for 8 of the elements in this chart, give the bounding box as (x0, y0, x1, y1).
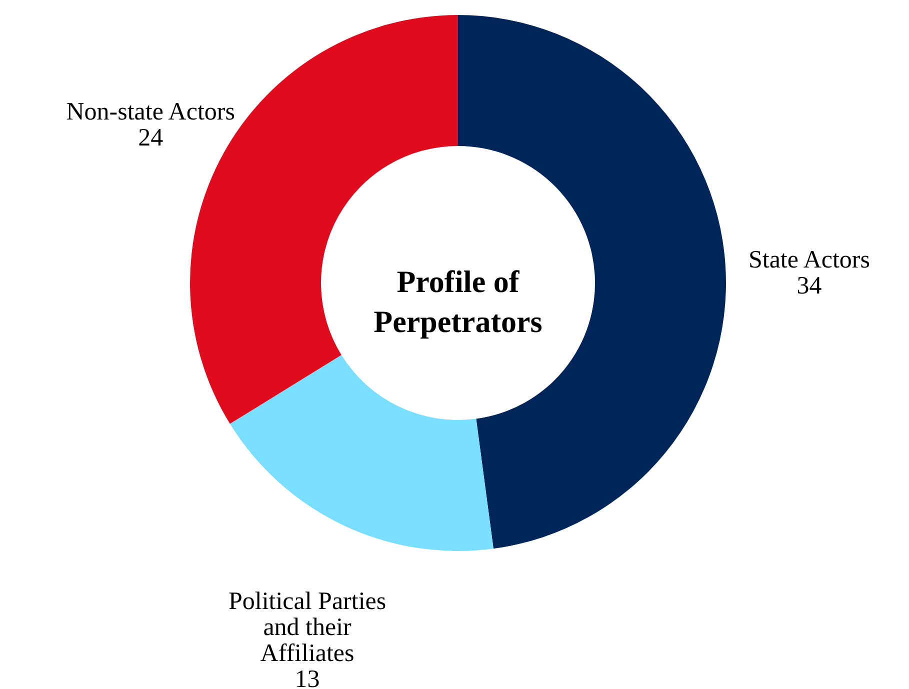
text: Profile of Perpetrators (374, 264, 542, 339)
slice-label: State Actors (748, 246, 870, 274)
data-label: 13 (294, 666, 320, 689)
data-label: 34 (796, 272, 822, 300)
donut-slice (230, 354, 494, 551)
slice-label: Political Parties and their Affiliates (228, 588, 386, 668)
slice-label: Non-state Actors (66, 98, 235, 126)
data-label: 24 (138, 124, 164, 152)
